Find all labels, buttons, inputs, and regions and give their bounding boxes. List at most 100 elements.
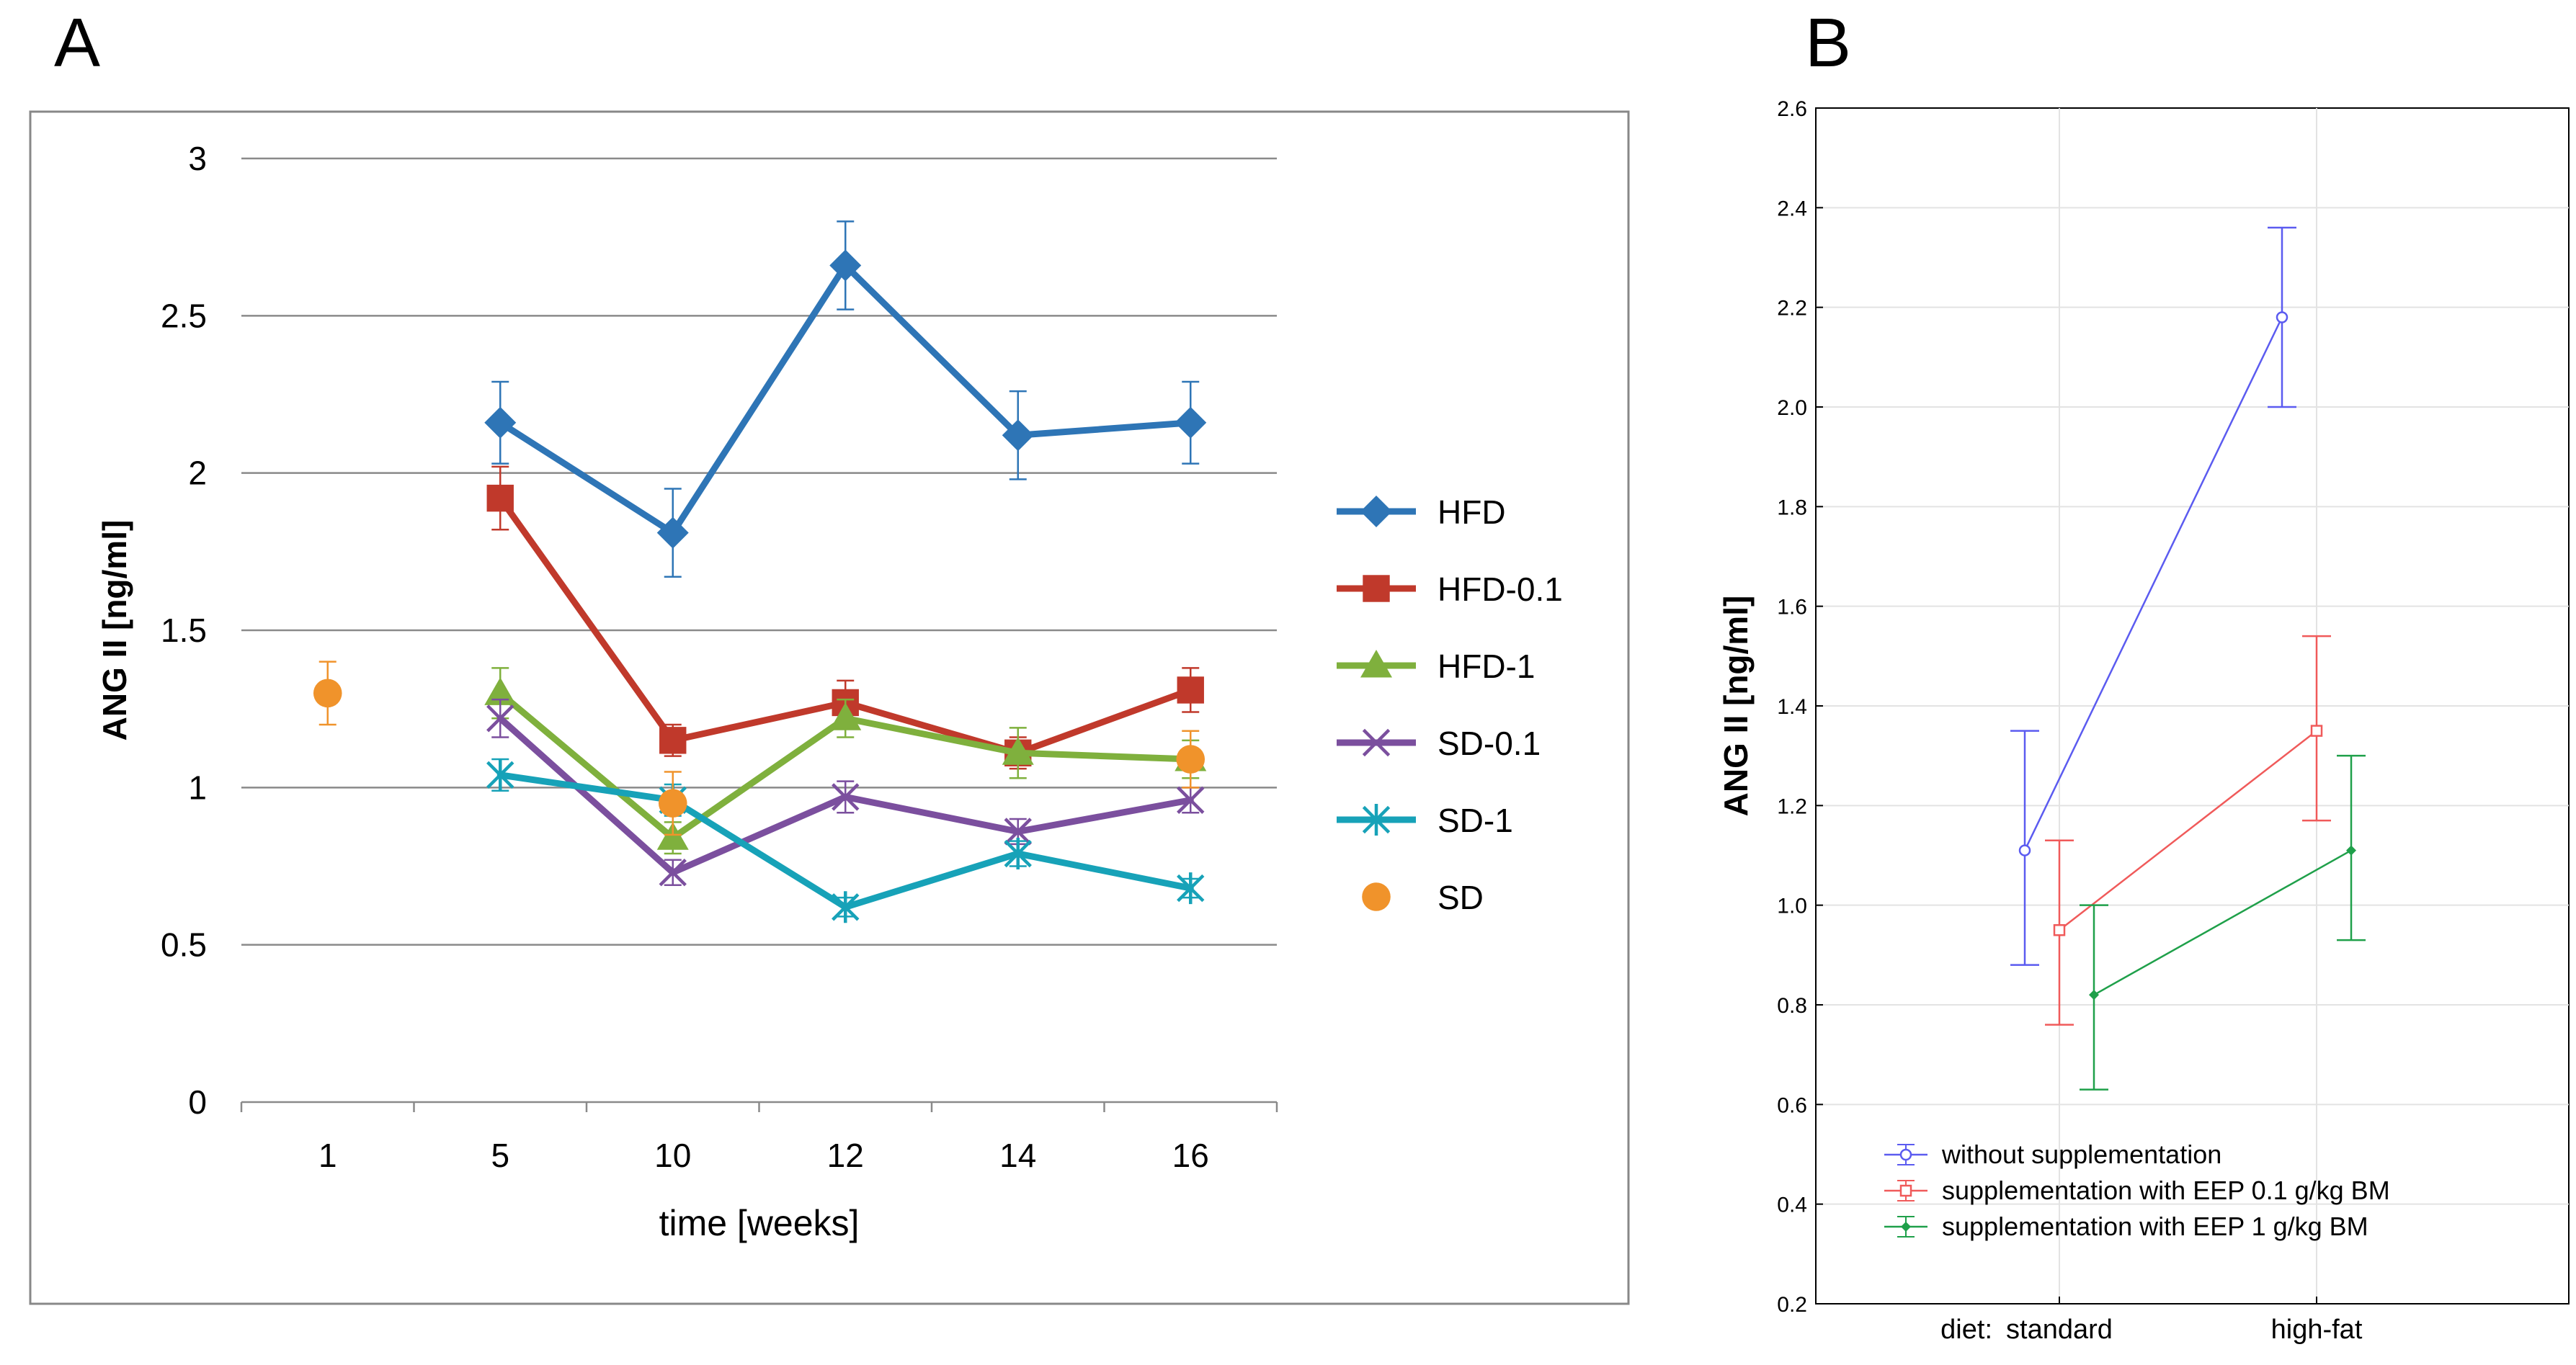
data-point bbox=[2089, 990, 2099, 1001]
x-axis-prefix: diet: bbox=[1940, 1315, 1992, 1345]
legend-marker bbox=[1899, 1184, 1912, 1197]
series-SD-0.1 bbox=[486, 698, 1205, 887]
series-line-segment bbox=[496, 495, 677, 744]
data-point bbox=[1002, 419, 1034, 452]
y-tick-label: 0.8 bbox=[1777, 994, 1807, 1018]
series-line-segment bbox=[1015, 797, 1194, 835]
x-tick-label: 12 bbox=[827, 1137, 864, 1174]
y-tick-label: 0.2 bbox=[1777, 1293, 1807, 1317]
legend-item: SD-0.1 bbox=[1337, 725, 1541, 762]
series-line-segment bbox=[496, 689, 677, 841]
data-point bbox=[1177, 786, 1205, 814]
legend-marker bbox=[1362, 882, 1391, 911]
data-point bbox=[1004, 838, 1032, 870]
y-tick-label: 2.6 bbox=[1777, 97, 1807, 121]
series-line-segment bbox=[669, 793, 849, 876]
x-tick-label: 16 bbox=[1172, 1137, 1209, 1174]
legend-marker bbox=[1362, 728, 1391, 757]
y-tick-label: 1 bbox=[188, 769, 207, 806]
data-point bbox=[2346, 845, 2356, 856]
data-point bbox=[656, 516, 689, 549]
y-tick-label: 2 bbox=[188, 455, 207, 492]
y-tick-label: 2.5 bbox=[161, 297, 207, 334]
data-point bbox=[1002, 737, 1034, 765]
series-line-segment bbox=[1015, 749, 1194, 763]
legend-label: supplementation with EEP 0.1 g/kg BM bbox=[1942, 1176, 2390, 1205]
legend-item: SD-1 bbox=[1337, 802, 1513, 839]
legend-item: supplementation with EEP 1 g/kg BM bbox=[1884, 1212, 2368, 1241]
data-point bbox=[656, 822, 689, 850]
data-point bbox=[658, 789, 687, 818]
y-tick-label: 1.0 bbox=[1777, 895, 1807, 918]
legend-marker bbox=[1899, 1148, 1912, 1161]
x-axis-title: time [weeks] bbox=[659, 1203, 860, 1243]
data-point bbox=[2018, 844, 2031, 856]
panel-b-chart: 0.2 0.4 0.6 0.8 1.0 1.2 1.4 1.6 1.8 2.0 2.2 2.4 2.6 s… bbox=[1717, 97, 2570, 1345]
series-line-segment bbox=[1015, 419, 1194, 439]
series-line-segment bbox=[842, 715, 1022, 756]
legend-marker bbox=[1360, 650, 1392, 678]
y-tick-label: 0.5 bbox=[161, 926, 207, 964]
series-SD bbox=[313, 661, 1205, 836]
y-tick-label: 2.0 bbox=[1777, 396, 1807, 420]
data-point bbox=[486, 704, 514, 733]
x-tick-label: 14 bbox=[999, 1137, 1036, 1174]
data-point bbox=[313, 679, 342, 708]
x-tick-label: 5 bbox=[491, 1137, 509, 1174]
y-tick-label: 0.6 bbox=[1777, 1093, 1807, 1117]
x-tick-label: 1 bbox=[318, 1137, 337, 1174]
series-line-segment bbox=[1015, 686, 1194, 756]
data-point bbox=[2310, 725, 2323, 737]
legend-item: HFD-1 bbox=[1337, 648, 1535, 685]
series-line-segment bbox=[842, 261, 1022, 439]
series-1 bbox=[2045, 635, 2331, 1026]
data-point bbox=[486, 758, 514, 791]
data-point bbox=[832, 891, 860, 923]
legend-label: SD-0.1 bbox=[1438, 725, 1541, 762]
panel-a-frame bbox=[29, 110, 1630, 1305]
x-tick-label: 10 bbox=[654, 1137, 691, 1174]
data-point bbox=[659, 727, 687, 754]
legend-item: without supplementation bbox=[1884, 1140, 2221, 1169]
series-line-segment bbox=[669, 261, 849, 537]
legend-item: supplementation with EEP 0.1 g/kg BM bbox=[1884, 1176, 2390, 1205]
data-point bbox=[2053, 924, 2066, 936]
series-line-segment bbox=[669, 797, 849, 910]
y-tick-label: 3 bbox=[188, 140, 207, 177]
series-line bbox=[2059, 730, 2317, 931]
series-line bbox=[2023, 316, 2283, 851]
legend-item: HFD bbox=[1337, 493, 1506, 531]
series-line-segment bbox=[842, 793, 1022, 835]
data-point bbox=[832, 783, 860, 811]
series-HFD bbox=[484, 220, 1207, 578]
legend-marker bbox=[1363, 575, 1390, 602]
series-line-segment bbox=[1015, 850, 1194, 892]
data-point bbox=[484, 406, 517, 439]
data-point bbox=[1175, 406, 1207, 439]
series-0 bbox=[2010, 226, 2296, 966]
series-line-segment bbox=[669, 699, 849, 744]
data-point bbox=[486, 484, 514, 512]
series-line-segment bbox=[496, 771, 677, 804]
y-tick-label: 0 bbox=[188, 1083, 207, 1121]
series-2 bbox=[2080, 754, 2366, 1091]
data-point bbox=[2276, 311, 2288, 323]
data-point bbox=[1177, 676, 1204, 704]
y-tick-label: 1.8 bbox=[1777, 496, 1807, 519]
legend-label: supplementation with EEP 1 g/kg BM bbox=[1942, 1212, 2368, 1241]
series-line-segment bbox=[496, 419, 677, 537]
panel-b-label: B bbox=[1805, 4, 1851, 81]
y-tick-label: 0.4 bbox=[1777, 1194, 1807, 1217]
legend-label: SD bbox=[1438, 879, 1484, 916]
data-point bbox=[1004, 818, 1032, 846]
y-tick-label: 1.5 bbox=[161, 612, 207, 649]
data-point bbox=[1176, 745, 1205, 774]
series-line-segment bbox=[842, 850, 1022, 910]
legend-marker bbox=[1360, 496, 1392, 527]
panel-a-chart: 0 0.5 1 1.5 2 2.5 3 1 5 10 12 14 16 time [weeks] ANG I… bbox=[96, 140, 1563, 1243]
y-tick-label: 1.4 bbox=[1777, 695, 1807, 719]
data-point bbox=[829, 249, 862, 282]
panel-a-label: A bbox=[54, 4, 100, 81]
legend-label: without supplementation bbox=[1941, 1140, 2221, 1169]
